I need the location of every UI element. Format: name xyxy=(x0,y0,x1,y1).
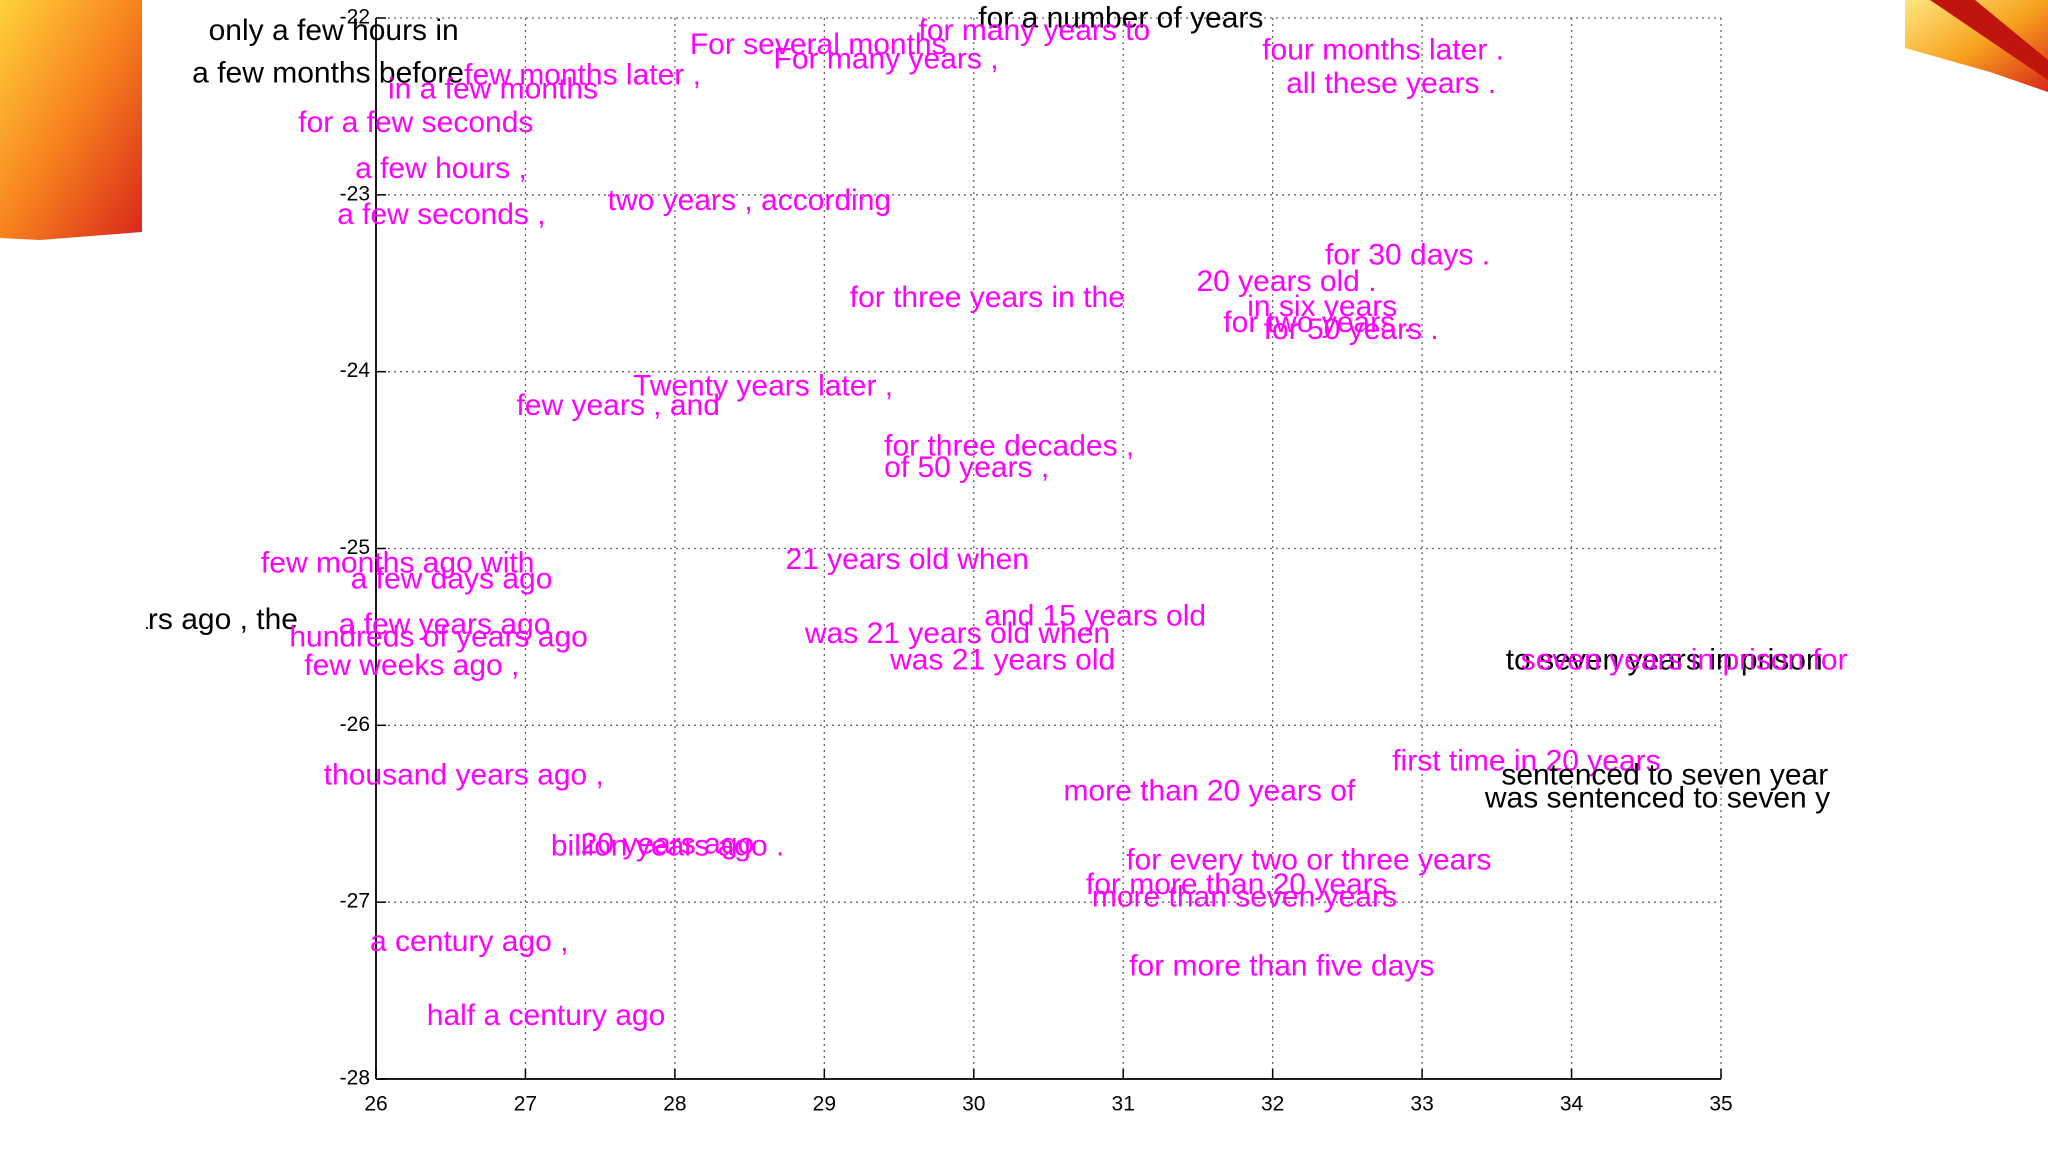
word-label: a few years ago xyxy=(339,608,551,641)
y-tick-label: -27 xyxy=(340,890,370,913)
x-tick-label: 30 xyxy=(962,1093,985,1116)
word-label: more than 20 years of xyxy=(1063,774,1355,807)
word-label: half a century ago xyxy=(427,999,666,1032)
word-label: for a number of years xyxy=(978,2,1263,35)
word-label: hundreds of years ago xyxy=(289,621,588,654)
x-tick-label: 35 xyxy=(1709,1093,1732,1116)
word-label: was 21 years old xyxy=(889,644,1115,677)
word-label: a century ago , xyxy=(370,925,568,958)
word-label: few months later , xyxy=(464,58,701,91)
word-label: four months later . xyxy=(1262,34,1504,67)
slide-decoration xyxy=(1930,0,2048,80)
y-tick-label: -24 xyxy=(340,359,371,382)
axes: 26 27 28 29 30 31 32 33 34 35 -28 -27 -26 -25 -24 -23 -2… xyxy=(340,6,1733,1116)
word-label: for more than 20 years xyxy=(1086,868,1388,901)
slide-decoration xyxy=(0,0,142,240)
word-label: first time in 20 years xyxy=(1392,744,1660,777)
word-label: thousand years ago , xyxy=(324,759,604,792)
x-tick-label: 28 xyxy=(663,1093,686,1116)
word-label: for 50 years . xyxy=(1264,313,1439,346)
word-label: sentenced to seven year xyxy=(1501,759,1828,792)
word-label: for two years . xyxy=(1223,306,1411,339)
word-label: for a few seconds xyxy=(298,106,533,139)
slide-decoration xyxy=(1905,0,2048,92)
word-label: years ago , the xyxy=(100,603,298,636)
word-label: For several months xyxy=(690,28,947,61)
word-label: two years , according xyxy=(608,184,891,217)
word-label: more than seven years xyxy=(1092,881,1397,914)
x-tick-label: 34 xyxy=(1560,1093,1584,1116)
word-label: billion years ago . xyxy=(551,829,784,862)
word-label: for many years to xyxy=(918,14,1150,47)
word-label: seven years in prison for xyxy=(1521,644,1848,677)
y-tick-label: -23 xyxy=(340,182,370,205)
x-tick-label: 31 xyxy=(1112,1093,1135,1116)
y-tick-label: -26 xyxy=(340,713,370,736)
word-label: a few seconds , xyxy=(337,198,545,231)
word-label: few months ago with xyxy=(261,546,534,579)
x-tick-label: 29 xyxy=(813,1093,836,1116)
y-tick-label: -25 xyxy=(340,536,370,559)
x-tick-label: 32 xyxy=(1261,1093,1284,1116)
word-label: for 30 days . xyxy=(1325,239,1490,272)
word-label: for three years in the xyxy=(850,281,1125,314)
y-tick-label: -22 xyxy=(340,6,370,29)
x-tick-label: 27 xyxy=(514,1093,537,1116)
word-label: was 21 years old when xyxy=(804,617,1110,650)
word-label: for three decades , xyxy=(884,430,1134,463)
word-label: 20 years ago xyxy=(581,828,754,861)
word-label: 21 years old when xyxy=(785,543,1029,576)
plot-area: 26 27 28 29 30 31 32 33 34 35 -28 -27 -26 -25 -24 -23 -2… xyxy=(100,2,1848,1116)
word-label: Twenty years later , xyxy=(633,370,893,403)
word-label: a few days ago xyxy=(351,562,553,595)
word-label: in a few months xyxy=(388,72,598,105)
word-label: few years , and xyxy=(516,389,719,422)
word-label: and 15 years old xyxy=(984,599,1206,632)
x-tick-label: 26 xyxy=(364,1093,387,1116)
word-label: was sentenced to seven y xyxy=(1484,782,1830,815)
word-label: few weeks ago , xyxy=(304,649,519,682)
word-label: For many years , xyxy=(774,42,999,75)
word-label: all these years . xyxy=(1286,67,1496,100)
x-tick-label: 33 xyxy=(1410,1093,1433,1116)
word-label: a few hours , xyxy=(355,152,527,185)
word-label: for more than five days xyxy=(1129,950,1434,983)
word-label: a few months before xyxy=(192,57,464,90)
word-label: 20 years old . xyxy=(1196,265,1376,298)
word-label: in six years xyxy=(1247,290,1397,323)
word-label: of 50 years , xyxy=(884,451,1049,484)
y-tick-label: -28 xyxy=(340,1067,370,1090)
word-label: to seven years in prison xyxy=(1506,644,1823,677)
word-label: for every two or three years xyxy=(1126,843,1491,876)
word-label: only a few hours in xyxy=(209,14,459,47)
